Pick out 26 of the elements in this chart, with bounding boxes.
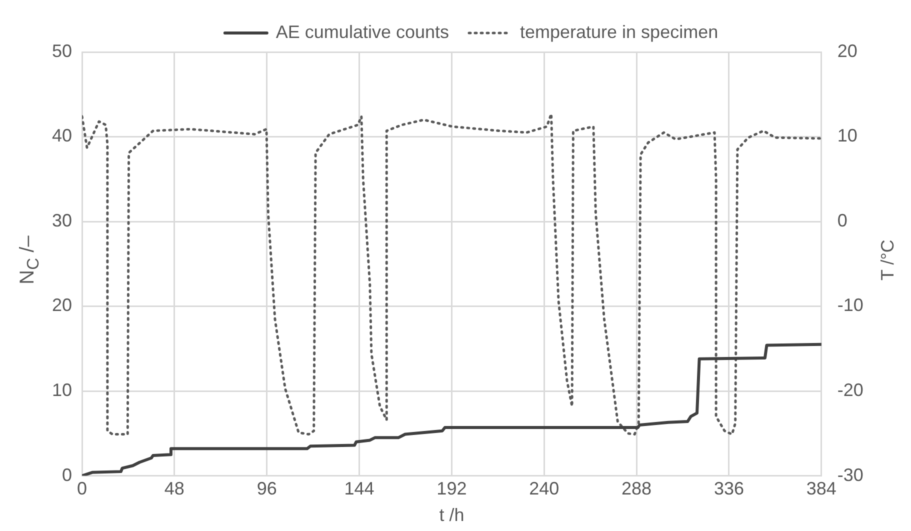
y2-axis-title: T /°C <box>878 240 898 280</box>
y-tick-label: 30 <box>52 210 72 230</box>
y-tick-label: 20 <box>52 295 72 316</box>
y2-tick-label: -30 <box>837 464 864 485</box>
y2-tick-label: -20 <box>837 380 864 400</box>
y2-tick-label: 0 <box>837 210 848 230</box>
x-tick-label: 192 <box>436 478 467 499</box>
y-tick-label: 0 <box>62 464 72 485</box>
x-tick-label: 384 <box>806 478 836 499</box>
line-series <box>82 112 822 436</box>
x-tick-label: 336 <box>714 478 744 499</box>
y2-tick-label: 20 <box>837 40 858 61</box>
y2-tick-label: -10 <box>837 295 864 316</box>
y-tick-label: 40 <box>52 126 72 146</box>
y2-tick-label: 10 <box>837 126 858 146</box>
legend-label: AE cumulative counts <box>276 22 450 42</box>
x-tick-label: 144 <box>344 478 374 499</box>
x-tick-label: 288 <box>622 478 652 499</box>
x-axis-title: t /h <box>439 505 464 526</box>
legend-label: temperature in specimen <box>520 22 718 42</box>
x-tick-label: 96 <box>256 478 277 499</box>
x-tick-label: 240 <box>529 478 560 499</box>
x-tick-label: 48 <box>164 478 184 499</box>
y-tick-label: 10 <box>52 380 72 400</box>
x-tick-label: 0 <box>77 478 88 499</box>
y-tick-label: 50 <box>52 40 72 61</box>
